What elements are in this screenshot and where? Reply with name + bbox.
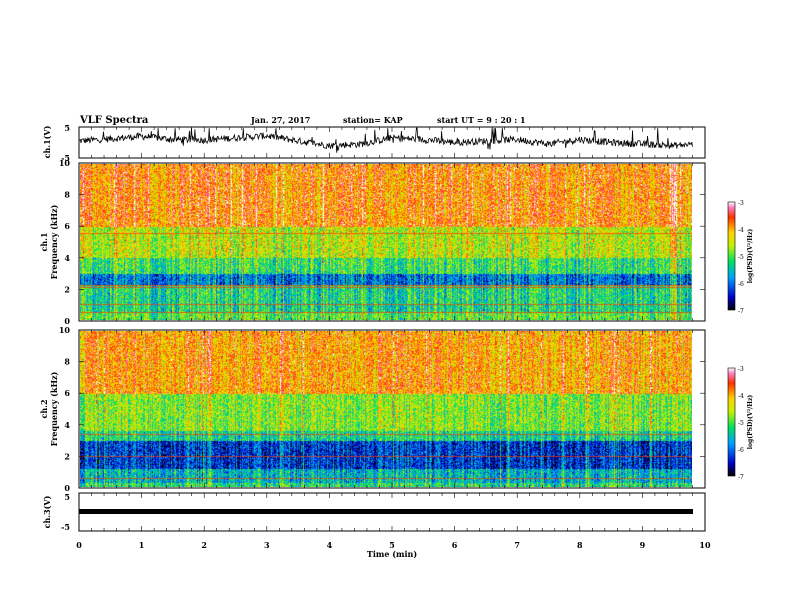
frequency-tick-label: 8 [64, 190, 70, 200]
ch1-spectrogram-image [79, 163, 705, 321]
ch1-cbar-tick: -7 [738, 308, 744, 315]
frequency-tick-label: 8 [64, 357, 70, 367]
ch3-ytick-bottom: -5 [61, 522, 70, 532]
time-tick-label: 3 [264, 540, 270, 550]
time-tick-label: 0 [76, 540, 82, 550]
ch1-ytick-top: 5 [64, 123, 70, 133]
ch1-colorbar: -3 -4 -5 -6 -7 log(PSD)(V²/Hz) [727, 200, 754, 315]
ch2-cbar-tick: -7 [738, 474, 744, 481]
time-tick-label: 8 [577, 540, 583, 550]
ch3-waveform-trace [79, 509, 693, 514]
frequency-tick-label: 10 [59, 158, 71, 168]
ch2-colorbar-label: log(PSD)(V²/Hz) [747, 395, 754, 450]
time-tick-label: 5 [389, 540, 395, 550]
ch2-colorbar-ramp [727, 367, 736, 477]
time-axis-label: Time (min) [367, 549, 417, 559]
ch1-cbar-tick: -6 [738, 281, 744, 288]
ch3-waveform-ticks [78, 493, 706, 531]
station-label: station= KAP [343, 115, 403, 125]
frequency-tick-label: 6 [64, 221, 70, 231]
ch1-cbar-tick: -3 [738, 200, 744, 207]
date-label: Jan. 27, 2017 [250, 115, 310, 125]
ch1-cbar-tick: -4 [738, 227, 744, 234]
ch3-waveform-ylabel: ch.3(V) [42, 495, 52, 528]
ch2-spectrogram-image [79, 330, 705, 488]
time-tick-label: 6 [452, 540, 458, 550]
ch2-cbar-tick: -4 [738, 393, 744, 400]
ch2-spectrogram-panel: 0 2 4 6 8 10 ch.2 Frequency (kHz) -3 -4 -5 -6… [39, 325, 754, 493]
ch1-frequency-tick-labels: 0 2 4 6 8 10 [59, 158, 71, 326]
ch1-colorbar-label: log(PSD)(V²/Hz) [747, 229, 754, 284]
ch1-waveform-trace [78, 127, 693, 153]
frequency-tick-label: 0 [64, 316, 70, 326]
time-tick-label: 7 [514, 540, 520, 550]
ch1-frequency-axis-label: Frequency (kHz) [49, 204, 59, 279]
ch2-cbar-tick: -5 [738, 420, 744, 427]
frequency-tick-label: 10 [59, 325, 71, 335]
ch1-spectrogram-ticks [78, 162, 706, 322]
ch2-colorbar: -3 -4 -5 -6 -7 log(PSD)(V²/Hz) [727, 366, 754, 481]
time-axis-tick-labels: 0 1 2 3 4 5 6 7 8 9 10 [76, 540, 711, 550]
ch1-waveform-panel: 5 -5 ch.1(V) [42, 123, 706, 163]
ch2-cbar-tick: -3 [738, 366, 744, 373]
ch1-spectrogram-ylabel: ch.1 [39, 232, 49, 251]
time-tick-label: 10 [699, 540, 711, 550]
frequency-tick-label: 2 [64, 451, 70, 461]
ch2-cbar-tick: -6 [738, 447, 744, 454]
ch1-waveform-ylabel: ch.1(V) [42, 125, 52, 158]
time-tick-label: 9 [640, 540, 646, 550]
ch2-frequency-tick-labels: 0 2 4 6 8 10 [59, 325, 71, 493]
time-tick-label: 2 [201, 540, 207, 550]
ch3-ytick-top: 5 [64, 492, 70, 502]
time-tick-label: 1 [139, 540, 145, 550]
frequency-tick-label: 6 [64, 388, 70, 398]
figure-title: VLF Spectra [79, 115, 149, 126]
time-tick-label: 4 [327, 540, 333, 550]
ch1-spectrogram-panel: 0 2 4 6 8 10 ch.1 Frequency (kHz) -3 -4 -5 -6… [39, 158, 754, 326]
ch3-waveform-panel: 5 -5 ch.3(V) [42, 492, 706, 532]
ch2-spectrogram-ticks [78, 329, 706, 489]
ch2-spectrogram-ylabel: ch.2 [39, 399, 49, 418]
frequency-tick-label: 0 [64, 483, 70, 493]
frequency-tick-label: 2 [64, 284, 70, 294]
ch2-frequency-axis-label: Frequency (kHz) [49, 371, 59, 446]
frequency-tick-label: 4 [64, 253, 70, 263]
ch1-ytick-bottom: -5 [61, 153, 70, 163]
start-time-label: start UT = 9 : 20 : 1 [437, 115, 526, 125]
ch1-cbar-tick: -5 [738, 254, 744, 261]
frequency-tick-label: 4 [64, 420, 70, 430]
ch1-colorbar-ramp [727, 201, 736, 311]
spectrogram-raster [80, 164, 692, 320]
spectrogram-raster [80, 331, 692, 487]
